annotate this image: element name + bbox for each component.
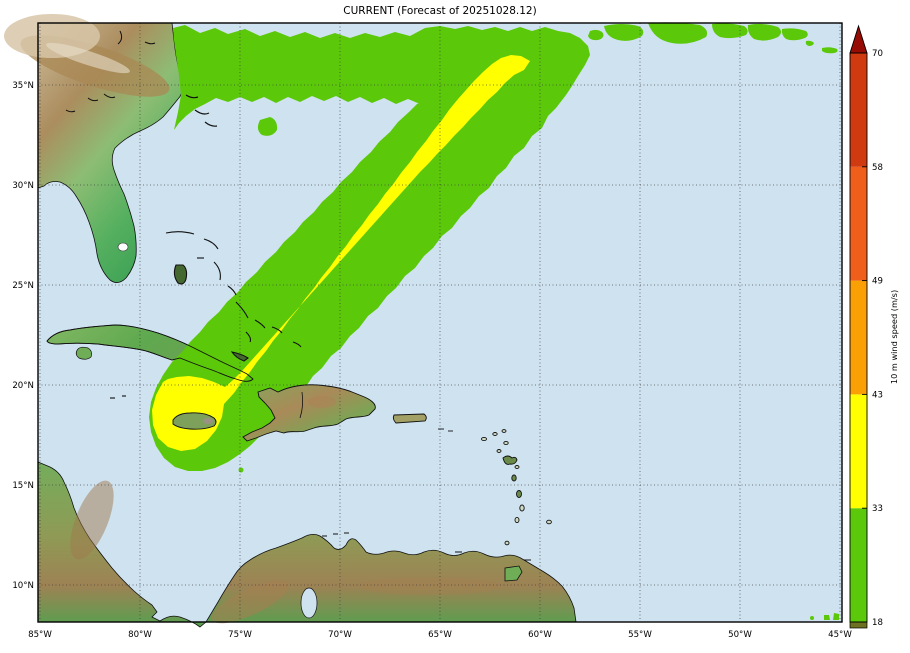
lon-tick-label: 55°W [628, 630, 652, 640]
lon-tick-label: 85°W [28, 630, 52, 640]
lon-tick-label: 50°W [728, 630, 752, 640]
colorbar-segment [850, 166, 867, 281]
lat-tick-label: 35°N [12, 81, 34, 91]
colorbar-outline [849, 52, 868, 623]
lat-tick-label: 20°N [12, 381, 34, 391]
puerto-rico-landmass [392, 413, 427, 424]
colorbar-segment [850, 394, 867, 509]
inland-water-marks [65, 30, 156, 113]
lesser-antilles-islands [438, 428, 552, 546]
colorbar-tick-label: 33 [872, 504, 883, 514]
colorbar: 18 33 43 49 58 70 10 m wind speed (m/s) [849, 24, 899, 629]
jamaica-landmass [172, 412, 217, 430]
central-south-america-landmass [37, 461, 577, 628]
swath-dots [238, 467, 839, 620]
colorbar-over-arrow [849, 24, 868, 54]
haiti-dr-border [299, 391, 304, 419]
lat-tick-label: 30°N [12, 181, 34, 191]
figure-title: CURRENT (Forecast of 20251028.12) [343, 5, 536, 17]
swath-patch [257, 117, 278, 136]
swath-patches-north [588, 22, 838, 54]
lat-tick-label: 10°N [12, 581, 34, 591]
colorbar-segment [850, 508, 867, 622]
plot-border [37, 22, 843, 623]
lake-maracaibo [300, 587, 318, 619]
isle-of-youth [75, 346, 92, 360]
colorbar-segment [850, 280, 867, 395]
colorbar-tick-label: 70 [872, 49, 883, 59]
lon-tick-label: 60°W [528, 630, 552, 640]
trinidad [504, 565, 523, 582]
colorbar-under-cap [849, 621, 868, 629]
colorbar-axis-label: 10 m wind speed (m/s) [889, 290, 899, 384]
colorbar-tick-label: 58 [872, 163, 883, 173]
highland-tan [4, 14, 100, 58]
ridge-crest [46, 42, 130, 74]
colorbar-tick-label: 43 [872, 390, 883, 400]
lon-tick-label: 65°W [428, 630, 452, 640]
axis-labels: 35°N 30°N 25°N 20°N 15°N 10°N 85°W 80°W 75°W 70°W… [12, 81, 852, 640]
colorbar-tick-label: 18 [872, 618, 883, 628]
lon-tick-label: 75°W [228, 630, 252, 640]
lat-tick-label: 25°N [12, 281, 34, 291]
wind-swath-green [149, 22, 839, 620]
colorbar-segment [850, 53, 867, 167]
north-america-landmass [4, 14, 183, 283]
colorbar-tick-label: 49 [872, 277, 883, 287]
wind-swath-yellow [152, 55, 530, 451]
outer-banks [185, 94, 218, 127]
abc-islands [322, 532, 462, 553]
lake-okeechobee [117, 242, 129, 252]
lon-tick-label: 70°W [328, 630, 352, 640]
lon-tick-label: 45°W [828, 630, 852, 640]
lon-tick-label: 80°W [128, 630, 152, 640]
gridlines [38, 23, 842, 622]
swath-main [149, 25, 590, 471]
lat-tick-label: 15°N [12, 481, 34, 491]
